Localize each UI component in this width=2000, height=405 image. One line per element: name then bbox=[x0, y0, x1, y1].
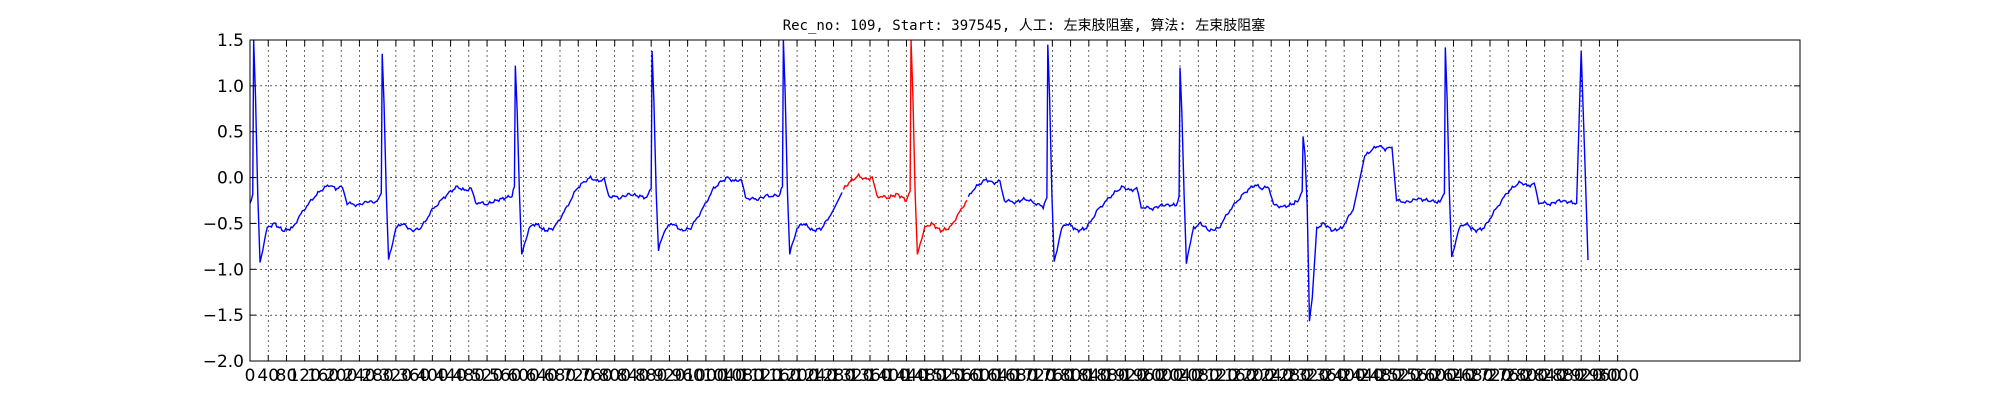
x-tick-label: 2360 bbox=[1304, 366, 1347, 386]
x-tick-label: 2920 bbox=[1560, 366, 1603, 386]
plot-frame bbox=[249, 39, 1801, 362]
x-tick-label: 2800 bbox=[1505, 366, 1548, 386]
x-tick-label: 2320 bbox=[1286, 366, 1329, 386]
x-tick-label: 2000 bbox=[1140, 366, 1183, 386]
x-tick-label: 2040 bbox=[1158, 366, 1201, 386]
x-tick-label: 40 bbox=[257, 366, 279, 386]
x-tick-label: 1200 bbox=[775, 366, 818, 386]
x-tick-label: 200 bbox=[325, 366, 357, 386]
x-axis: 0 408012016020024028032036040044048052056… bbox=[245, 40, 1639, 386]
series-line-before bbox=[249, 39, 843, 263]
grid-lines bbox=[250, 40, 1800, 361]
x-tick-label: 0 bbox=[245, 366, 256, 386]
x-tick-label: 1280 bbox=[812, 366, 855, 386]
x-tick-label: 600 bbox=[507, 366, 539, 386]
x-tick-label: 1760 bbox=[1031, 366, 1074, 386]
x-tick-label: 2520 bbox=[1377, 366, 1420, 386]
x-tick-label: 480 bbox=[453, 366, 485, 386]
x-tick-label: 960 bbox=[671, 366, 703, 386]
x-tick-label: 2680 bbox=[1450, 366, 1493, 386]
x-tick-label: 1920 bbox=[1104, 366, 1147, 386]
x-tick-label: 640 bbox=[526, 366, 558, 386]
x-tick-label: 1600 bbox=[958, 366, 1001, 386]
x-tick-label: 800 bbox=[598, 366, 630, 386]
x-tick-label: 2440 bbox=[1341, 366, 1384, 386]
x-tick-label: 2960 bbox=[1578, 366, 1621, 386]
y-tick-label: −2.0 bbox=[203, 352, 244, 372]
x-tick-label: 240 bbox=[343, 366, 375, 386]
x-tick-label: 520 bbox=[471, 366, 503, 386]
x-tick-label: 2400 bbox=[1322, 366, 1365, 386]
x-tick-label: 840 bbox=[617, 366, 649, 386]
y-tick-label: 1.0 bbox=[217, 77, 244, 97]
x-tick-label: 2120 bbox=[1195, 366, 1238, 386]
x-tick-label: 280 bbox=[361, 366, 393, 386]
x-tick-label: 1040 bbox=[702, 366, 745, 386]
y-tick-label: −1.5 bbox=[203, 306, 244, 326]
x-tick-label: 2240 bbox=[1250, 366, 1293, 386]
x-tick-label: 1640 bbox=[976, 366, 1019, 386]
x-tick-label: 1320 bbox=[830, 366, 873, 386]
x-tick-label: 2160 bbox=[1213, 366, 1256, 386]
y-axis: −2.0 −1.5 −1.0 −0.5 0.0 0.5 1.0 1.5 bbox=[203, 31, 1800, 372]
x-tick-label: 760 bbox=[580, 366, 612, 386]
x-tick-label: 1960 bbox=[1122, 366, 1165, 386]
series-line-highlight bbox=[842, 39, 968, 255]
x-tick-label: 1560 bbox=[940, 366, 983, 386]
x-tick-label: 120 bbox=[288, 366, 320, 386]
chart-title: Rec_no: 109, Start: 397545, 人工: 左束肢阻塞, 算… bbox=[783, 17, 1266, 34]
x-tick-label: 2080 bbox=[1177, 366, 1220, 386]
x-tick-label: 1240 bbox=[794, 366, 837, 386]
x-tick-label: 1080 bbox=[721, 366, 764, 386]
x-tick-label: 1000 bbox=[684, 366, 727, 386]
x-tick-label: 1440 bbox=[885, 366, 928, 386]
x-tick-label: 680 bbox=[544, 366, 576, 386]
x-tick-label: 2280 bbox=[1268, 366, 1311, 386]
x-tick-label: 160 bbox=[307, 366, 339, 386]
x-tick-label: 720 bbox=[562, 366, 594, 386]
y-tick-label: −0.5 bbox=[203, 214, 244, 234]
y-tick-label: −1.0 bbox=[203, 260, 244, 280]
x-tick-label: 1360 bbox=[848, 366, 891, 386]
x-tick-label: 2720 bbox=[1468, 366, 1511, 386]
x-tick-label: 2600 bbox=[1414, 366, 1457, 386]
x-tick-label: 400 bbox=[416, 366, 448, 386]
x-tick-label: 1880 bbox=[1085, 366, 1128, 386]
x-tick-label: 80 bbox=[276, 366, 298, 386]
x-tick-label: 440 bbox=[434, 366, 466, 386]
x-tick-label: 2640 bbox=[1432, 366, 1475, 386]
x-tick-label: 1680 bbox=[994, 366, 1037, 386]
x-tick-label: 920 bbox=[653, 366, 685, 386]
x-tick-label: 1120 bbox=[739, 366, 782, 386]
x-tick-label: 3000 bbox=[1596, 366, 1639, 386]
x-tick-label: 2840 bbox=[1523, 366, 1566, 386]
x-tick-label: 1800 bbox=[1049, 366, 1092, 386]
x-tick-label: 320 bbox=[380, 366, 412, 386]
x-tick-label: 1840 bbox=[1067, 366, 1110, 386]
x-tick-label: 1520 bbox=[921, 366, 964, 386]
series-layer bbox=[249, 39, 1589, 322]
x-tick-label: 2200 bbox=[1231, 366, 1274, 386]
y-tick-label: 1.5 bbox=[217, 31, 244, 51]
x-tick-label: 1720 bbox=[1012, 366, 1055, 386]
x-tick-label: 1400 bbox=[867, 366, 910, 386]
x-tick-label: 2880 bbox=[1541, 366, 1584, 386]
x-tick-label: 2760 bbox=[1487, 366, 1530, 386]
x-tick-label: 1480 bbox=[903, 366, 946, 386]
series-line-after bbox=[967, 44, 1589, 322]
y-tick-label: 0.5 bbox=[217, 123, 244, 143]
x-tick-label: 360 bbox=[398, 366, 430, 386]
x-tick-label: 880 bbox=[635, 366, 667, 386]
x-tick-label: 1160 bbox=[757, 366, 800, 386]
x-tick-label: 2560 bbox=[1395, 366, 1438, 386]
x-tick-label: 560 bbox=[489, 366, 521, 386]
y-tick-label: 0.0 bbox=[217, 169, 244, 189]
x-tick-label: 2480 bbox=[1359, 366, 1402, 386]
